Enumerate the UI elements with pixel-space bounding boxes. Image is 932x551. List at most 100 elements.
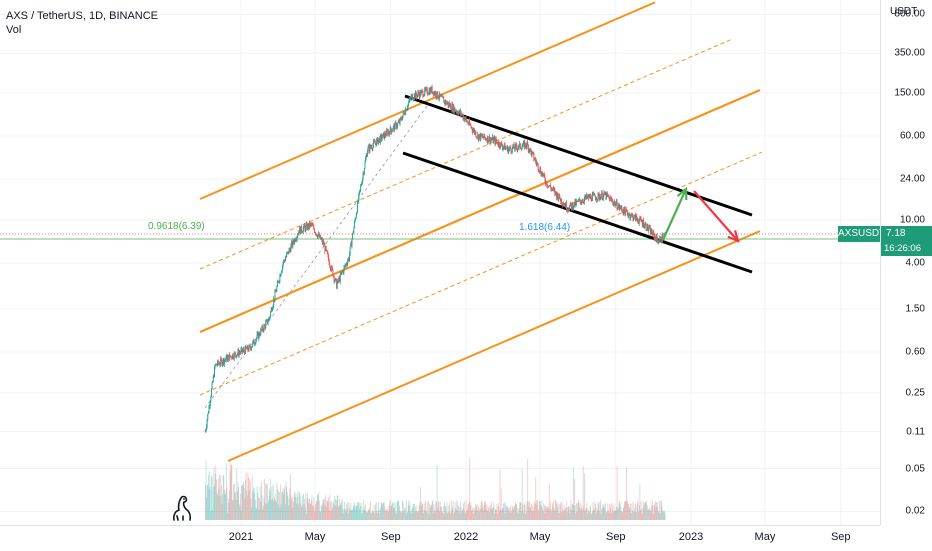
candle-body: [650, 229, 652, 235]
volume-bar: [340, 505, 342, 520]
volume-bar: [481, 501, 483, 520]
volume-bar: [209, 471, 211, 520]
candle-body: [330, 269, 332, 271]
candle-body: [497, 144, 499, 146]
volume-bar: [245, 472, 247, 520]
volume-bar: [293, 494, 295, 520]
candle-body: [419, 91, 421, 98]
price-chart[interactable]: [0, 0, 880, 525]
volume-bar: [504, 513, 506, 520]
volume-bar: [494, 508, 496, 520]
candle-body: [389, 127, 391, 135]
volume-bar: [397, 500, 399, 520]
candle-body: [297, 234, 299, 237]
volume-bar: [314, 511, 315, 520]
volume-bar: [533, 507, 535, 520]
volume-bar: [320, 504, 322, 520]
volume-bar: [378, 501, 379, 520]
volume-bar: [257, 492, 259, 520]
candle-body: [604, 191, 606, 195]
candle-body: [563, 204, 564, 206]
volume-bar: [419, 501, 421, 520]
volume-bar: [554, 510, 556, 520]
volume-bar: [490, 502, 492, 520]
volume-bar: [304, 499, 305, 520]
volume-bar: [243, 481, 244, 520]
candle-body: [656, 235, 658, 240]
candle-body: [555, 191, 557, 194]
volume-bar: [338, 505, 340, 520]
volume-bar: [324, 505, 326, 520]
candle-body: [312, 224, 314, 226]
volume-bar: [346, 503, 347, 520]
volume-bar: [447, 511, 449, 520]
volume-bar: [551, 511, 553, 520]
candle-body: [254, 343, 256, 345]
candle-body: [281, 266, 283, 271]
tradingview-logo-icon[interactable]: [170, 492, 194, 522]
candle-body: [641, 221, 643, 226]
candle-body: [272, 308, 273, 312]
volume-bar: [440, 506, 442, 520]
candle-body: [289, 248, 291, 250]
volume-bar: [571, 509, 572, 520]
price-label: 0.02: [905, 505, 925, 517]
volume-bar: [361, 503, 363, 520]
candle-body: [219, 363, 220, 365]
candle-body: [585, 194, 587, 198]
volume-bar: [394, 507, 395, 520]
volume-bar: [503, 502, 505, 520]
volume-bar: [588, 510, 590, 520]
volume-bar: [630, 503, 632, 520]
volume-bar: [421, 503, 423, 520]
candle-body: [395, 122, 397, 128]
candle-body: [305, 225, 307, 231]
volume-bar: [499, 469, 501, 520]
volume-bar: [307, 493, 309, 520]
volume-bar: [624, 501, 625, 520]
candle-body: [577, 200, 579, 202]
volume-bar: [238, 486, 240, 520]
volume-bar: [314, 508, 316, 520]
candle-body: [427, 93, 429, 95]
candle-body: [336, 279, 338, 289]
candle-body: [594, 193, 596, 197]
volume-bar: [474, 503, 476, 520]
volume-bar: [560, 501, 562, 520]
price-label: 1.50: [905, 303, 925, 315]
volume-bar: [407, 504, 409, 520]
candle-body: [582, 200, 584, 202]
volume-bar: [420, 505, 422, 520]
volume-bar: [536, 504, 538, 520]
volume-bar: [584, 473, 585, 520]
candle-body: [588, 195, 590, 199]
candle-body: [468, 120, 470, 125]
price-axis[interactable]: USDT 800.00 350.00 150.00 60.00 24.00 10.00 4.…: [880, 0, 932, 525]
volume-bar: [660, 501, 662, 520]
candle-body: [230, 356, 232, 357]
candle-body: [414, 94, 416, 99]
time-axis[interactable]: 2021 May Sep 2022 May Sep 2023 May Sep: [0, 525, 880, 551]
volume-bar: [406, 513, 408, 520]
volume-bar: [325, 495, 326, 520]
volume-bar: [648, 508, 649, 520]
volume-bar: [410, 511, 412, 520]
volume-bar: [539, 500, 541, 520]
volume-bar: [556, 507, 558, 520]
volume-bar: [256, 508, 257, 520]
symbol-legend[interactable]: AXS / TetherUS, 1D, BINANCE: [6, 10, 159, 22]
candle-body: [454, 107, 456, 111]
candle-body: [516, 147, 518, 150]
candle-body: [487, 136, 489, 143]
candle-body: [510, 146, 511, 149]
candle-body: [475, 131, 477, 137]
volume-bar: [299, 503, 301, 520]
volume-bar: [555, 500, 557, 520]
volume-bar: [310, 503, 312, 520]
candle-body: [495, 138, 497, 142]
candle-body: [628, 213, 630, 215]
volume-legend[interactable]: Vol: [6, 24, 22, 36]
volume-bar: [577, 503, 579, 520]
candle-body: [503, 146, 505, 148]
volume-bar: [516, 504, 518, 520]
